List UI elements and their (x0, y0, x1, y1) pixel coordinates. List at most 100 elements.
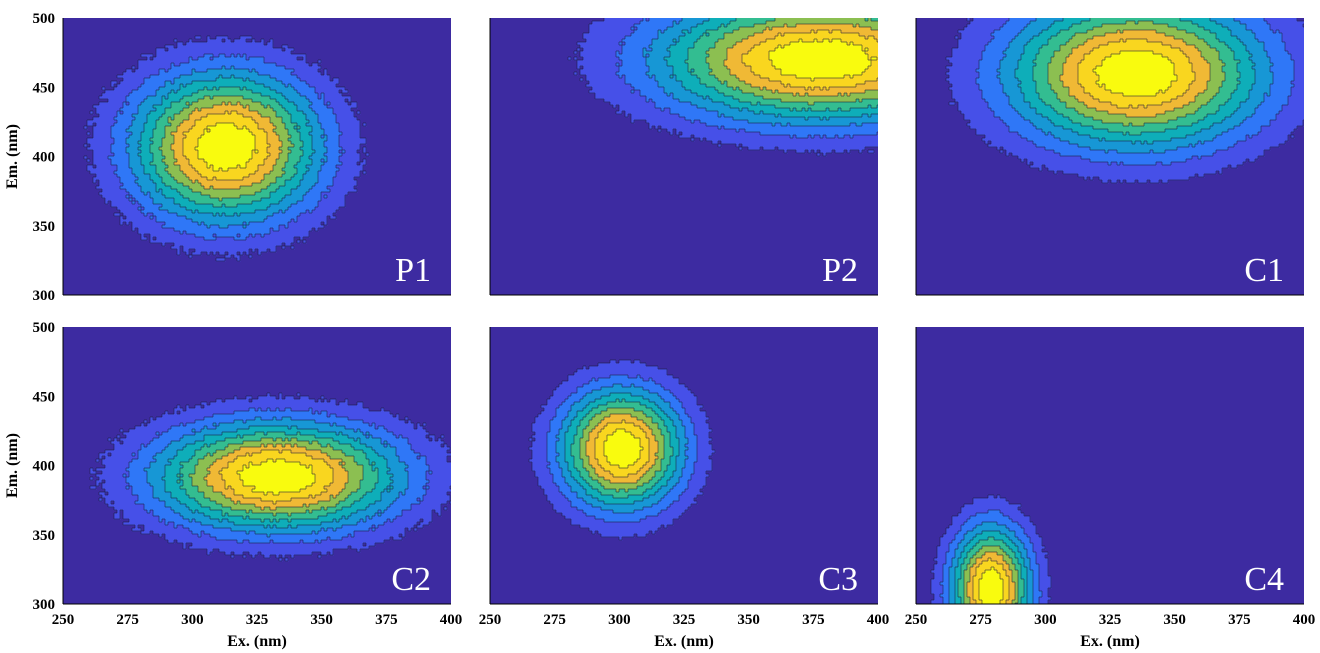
contour-cell (619, 42, 623, 46)
contour-cell (285, 459, 325, 463)
contour-cell (1018, 597, 1022, 601)
contour-cell (270, 231, 310, 235)
contour-cell (147, 114, 163, 118)
contour-cell (324, 72, 328, 76)
contour-cell (243, 225, 247, 229)
contour-cell (267, 207, 289, 211)
contour-cell (1201, 51, 1220, 55)
contour-cell (1078, 45, 1100, 49)
contour-cell (294, 126, 298, 130)
contour-cell (658, 444, 665, 448)
contour-cell (592, 465, 602, 469)
contour-cell (670, 108, 707, 112)
y-tick-label: 300 (33, 597, 56, 613)
contour-cell (279, 102, 295, 106)
contour-cell (174, 78, 217, 82)
contour-cell (709, 33, 725, 37)
contour-cell (652, 465, 662, 469)
contour-cell (622, 60, 647, 64)
contour-cell (1072, 36, 1094, 40)
contour-cell (1177, 126, 1211, 130)
contour-cell (952, 63, 980, 67)
contour-cell (327, 489, 343, 493)
contour-cell (946, 528, 962, 532)
contour-cell (1030, 120, 1052, 124)
contour-cell (180, 513, 205, 517)
contour-cell (411, 447, 451, 451)
contour-cell (979, 585, 1004, 589)
contour-cell (859, 33, 878, 37)
contour-cell (598, 435, 608, 439)
contour-cell (661, 486, 674, 490)
contour-cell (264, 129, 274, 133)
contour-cell (619, 489, 626, 493)
contour-cell (943, 564, 953, 568)
contour-cell (1003, 594, 1010, 598)
contour-cell (186, 42, 265, 46)
contour-cell (141, 144, 151, 148)
contour-cell (210, 498, 232, 502)
contour-cell (180, 99, 199, 103)
contour-cell (631, 120, 635, 124)
contour-cell (171, 174, 187, 178)
contour-cell (1171, 45, 1196, 49)
contour-cell (90, 486, 97, 490)
contour-cell (1033, 579, 1040, 583)
contour-cell (339, 123, 361, 127)
contour-cell (393, 474, 409, 478)
contour-cell (291, 117, 307, 121)
contour-cell (408, 486, 424, 490)
contour-cell (129, 195, 133, 199)
contour-cell (204, 159, 250, 163)
contour-cell (976, 543, 1007, 547)
contour-cell (165, 411, 169, 415)
contour-cell (805, 117, 809, 121)
contour-cell (354, 456, 367, 460)
contour-cell (246, 57, 250, 61)
contour-cell (333, 447, 355, 451)
contour-cell (357, 438, 361, 442)
contour-cell (529, 438, 533, 442)
contour-cell (165, 84, 181, 88)
contour-cell (1012, 576, 1019, 580)
contour-cell (1240, 39, 1259, 43)
contour-cell (1162, 54, 1187, 58)
contour-cell (958, 543, 968, 547)
contour-cell (228, 225, 244, 229)
contour-cell (207, 36, 211, 40)
contour-cell (291, 417, 349, 421)
contour-cell (973, 564, 980, 568)
contour-cell (1234, 90, 1250, 94)
contour-cell (964, 504, 1022, 508)
contour-cell (264, 492, 268, 496)
contour-cell (264, 84, 286, 88)
contour-cell (153, 216, 157, 220)
contour-cell (1036, 108, 1055, 112)
contour-cell (1027, 576, 1034, 580)
contour-cell (342, 489, 358, 493)
contour-cell (312, 102, 325, 106)
contour-cell (246, 453, 250, 457)
contour-cell (781, 69, 866, 73)
contour-cell (697, 447, 713, 451)
contour-cell (174, 156, 187, 160)
contour-cell (381, 498, 397, 502)
contour-cell (667, 492, 683, 496)
contour-cell (634, 90, 641, 94)
contour-cell (685, 429, 695, 433)
contour-cell (1210, 66, 1223, 70)
contour-cell (183, 138, 199, 142)
contour-cell (1069, 117, 1094, 121)
contour-cell (1234, 18, 1265, 22)
contour-cell (871, 57, 878, 61)
contour-cell (147, 117, 160, 121)
contour-cell (658, 480, 668, 484)
contour-cell (1183, 39, 1205, 43)
contour-cell (664, 456, 671, 460)
contour-cell (105, 198, 130, 202)
contour-cell (273, 540, 301, 544)
contour-cell (342, 147, 361, 151)
contour-cell (568, 468, 578, 472)
contour-cell (270, 39, 274, 43)
contour-cell (123, 432, 157, 436)
